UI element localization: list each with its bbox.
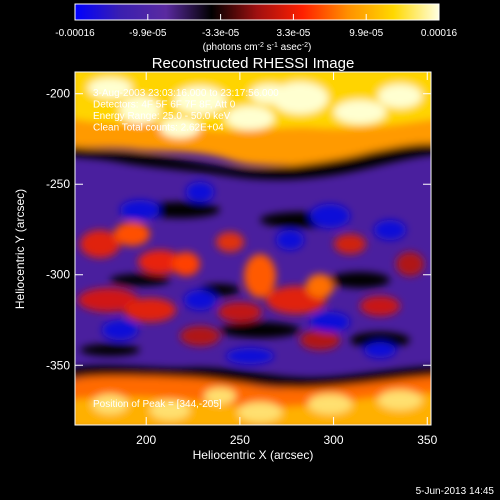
y-tick-label: -350 [46, 358, 70, 372]
colorbar-tick-label: 0.00016 [421, 28, 458, 39]
x-tick-label: 350 [417, 433, 437, 447]
colorbar-tick-label: -0.00016 [55, 28, 95, 39]
y-tick-label: -250 [46, 177, 70, 191]
y-axis-ticks: -200 -250 -300 -350 [46, 87, 431, 372]
annotation-line: Energy Range: 25.0 - 50.0 keV [93, 111, 231, 122]
x-axis-ticks: 200 250 300 350 [136, 72, 438, 447]
y-tick-label: -300 [46, 268, 70, 282]
y-tick-label: -200 [46, 87, 70, 101]
colorbar-tick-label: 3.3e-05 [276, 28, 310, 39]
x-tick-label: 250 [230, 433, 250, 447]
footer-date: 5-Jun-2013 14:45 [416, 486, 495, 497]
y-axis-label: Heliocentric Y (arcsec) [13, 189, 27, 309]
x-tick-label: 200 [136, 433, 156, 447]
annotation-line: 3-Aug-2003 23:03:16.000 to 23:17:56.000 [93, 88, 279, 99]
peak-label: Position of Peak = [344,-205] [93, 399, 222, 410]
annotation-line: Detectors: 4F 5F 6F 7F 8F, Att 0 [93, 100, 236, 111]
colorbar-tick-label: 9.9e-05 [349, 28, 383, 39]
colorbar [74, 3, 440, 21]
colorbar-tick-label: -9.9e-05 [129, 28, 167, 39]
annotation-line: Clean Total counts: 2.62E+04 [93, 123, 224, 134]
annotations: 3-Aug-2003 23:03:16.000 to 23:17:56.000D… [93, 88, 279, 134]
x-axis-label: Heliocentric X (arcsec) [193, 448, 314, 462]
x-tick-label: 300 [324, 433, 344, 447]
colorbar-tick-label: -3.3e-05 [202, 28, 240, 39]
chart-title: Reconstructed RHESSI Image [152, 55, 355, 72]
heatmap-image [75, 72, 431, 425]
colorbar-ticks: -0.00016 -9.9e-05 -3.3e-05 3.3e-05 9.9e-05 0.… [55, 14, 458, 39]
colorbar-unit: (photons cm-2 s-1 asec-2) [203, 42, 312, 54]
plot-frame [74, 71, 432, 426]
